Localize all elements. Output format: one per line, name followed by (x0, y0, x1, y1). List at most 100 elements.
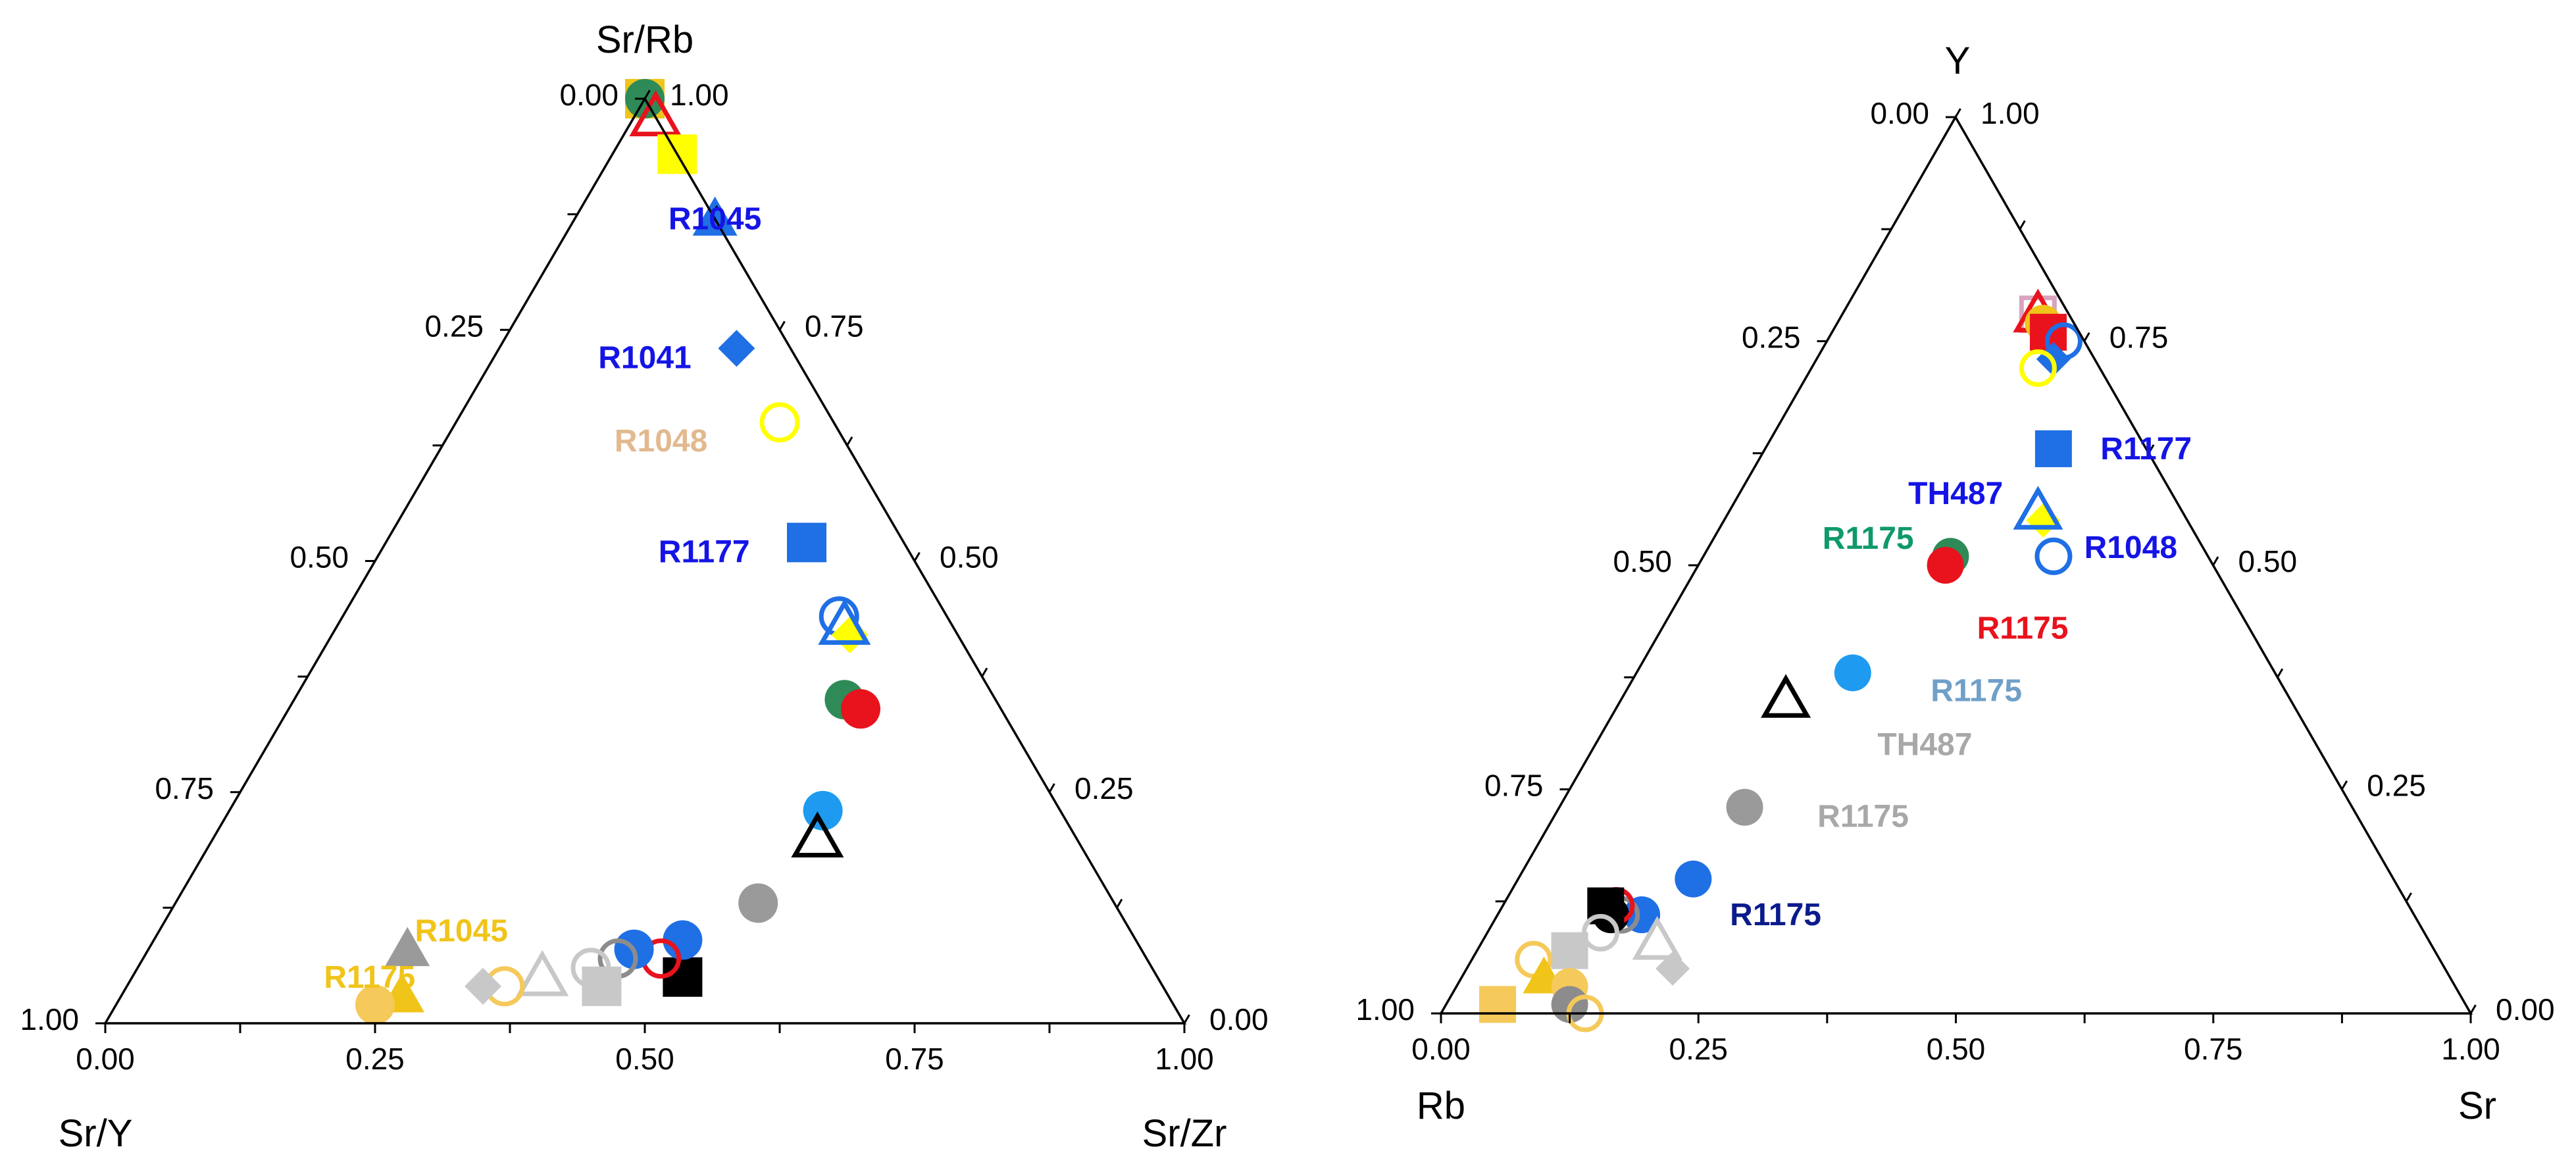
tick-label-left: 0.50 (1613, 544, 1672, 578)
tick-label-bottom: 0.00 (76, 1042, 135, 1076)
sample-label-2: R1048 (615, 424, 707, 459)
tick-label-bottom: 1.00 (1155, 1042, 1214, 1076)
sample-label-0: R1177 (2100, 432, 2192, 467)
ternary-chart-sr-ratios: 0.00 0.25 0.50 0.75 1.00 1.00 0.75 0.50 0.25 0.00… (20, 18, 1268, 1155)
chart-2-left-vertex-label: Rb (1417, 1084, 1465, 1127)
data-point-square-7 (2034, 430, 2072, 467)
data-point-triangle-2 (629, 90, 682, 137)
sample-label-5: R1175 (324, 960, 415, 995)
tick-label-bottom: 0.75 (885, 1042, 944, 1076)
tick-mark-right (913, 551, 921, 562)
tick-label-left: 0.00 (1870, 96, 1929, 130)
tick-label-bottom: 1.00 (2441, 1032, 2500, 1066)
data-point-circle-17 (663, 920, 703, 960)
chart-2-ticks: 0.00 0.25 0.50 0.75 1.00 1.00 0.75 0.50 0.25 0.00… (1355, 96, 2554, 1066)
tick-mark-right (2340, 780, 2348, 790)
data-point-circle-12 (841, 689, 880, 729)
data-point-circle-15 (1726, 788, 1763, 826)
data-point-square-31 (1479, 986, 1517, 1023)
chart-1-triangle-frame (103, 96, 1187, 1025)
chart-1-top-vertex-label: Sr/Rb (596, 18, 694, 61)
data-point-triangle-26 (385, 927, 430, 967)
tick-mark-right (2277, 668, 2284, 678)
data-point-triangle-9 (2013, 486, 2063, 530)
tick-label-right: 0.25 (2367, 769, 2426, 803)
tick-mark-right (1116, 898, 1123, 909)
sample-label-3: R1177 (659, 534, 750, 569)
sample-label-0: R1045 (669, 202, 761, 237)
tick-mark-right (1048, 783, 1055, 793)
sample-label-1: R1041 (598, 340, 691, 375)
sample-label-3: R1048 (2084, 530, 2177, 565)
ternary-chart-y-rb-sr: 0.00 0.25 0.50 0.75 1.00 1.00 0.75 0.50 0.25 0.00… (1355, 39, 2554, 1127)
sample-label-5: R1175 (1931, 674, 2022, 709)
triangle-outline (103, 96, 1187, 1025)
data-point-circle-6 (2019, 349, 2057, 387)
data-point-square-16 (663, 957, 703, 997)
data-point-circle-28 (355, 984, 395, 1025)
tick-label-bottom: 0.50 (615, 1042, 674, 1076)
tick-mark-right (778, 320, 786, 331)
sample-label-4: R1175 (1977, 611, 2069, 646)
tick-label-bottom: 0.25 (1669, 1032, 1728, 1066)
tick-label-bottom: 0.50 (1927, 1032, 1986, 1066)
tick-label-bottom: 0.00 (1411, 1032, 1471, 1066)
data-point-circle-12 (1927, 547, 1964, 584)
chart-2-right-vertex-label: Sr (2458, 1084, 2496, 1127)
tick-label-left: 0.25 (424, 309, 484, 343)
data-point-diamond-5 (718, 330, 755, 367)
tick-label-left: 0.75 (155, 771, 214, 805)
data-point-diamond-24 (1655, 951, 1690, 986)
sample-label-1: TH487 (1908, 476, 2003, 511)
chart-2-top-vertex-label: Y (1945, 39, 1971, 82)
tick-label-bottom: 0.75 (2184, 1032, 2243, 1066)
tick-mark-right (2019, 220, 2026, 230)
tick-label-right: 0.00 (2496, 992, 2555, 1027)
data-point-square-25 (1551, 932, 1588, 969)
tick-label-left: 1.00 (20, 1002, 79, 1036)
data-point-triangle-14 (1761, 674, 1811, 718)
data-point-circle-6 (759, 402, 800, 443)
chart-2-sample-labels: R1177 TH487 R1175 R1048 R1175 R1175 TH487 R1175… (1730, 432, 2192, 932)
sample-label-2: R1175 (1823, 521, 1914, 556)
data-point-diamond-25 (465, 967, 501, 1005)
tick-label-left: 1.00 (1355, 992, 1415, 1027)
tick-mark-right (1183, 1014, 1190, 1024)
tick-label-right: 1.00 (670, 78, 729, 112)
tick-mark-right (711, 205, 719, 215)
tick-label-right: 0.00 (1209, 1002, 1269, 1036)
tick-label-right: 0.50 (2238, 544, 2298, 578)
tick-mark-right (981, 667, 988, 677)
tick-label-left: 0.50 (290, 540, 349, 574)
tick-mark-right (2405, 892, 2412, 902)
sample-label-6: TH487 (1877, 727, 1972, 762)
chart-2-data-points (1479, 288, 2083, 1032)
sample-label-8: R1175 (1730, 898, 1821, 932)
data-point-square-22 (582, 966, 622, 1006)
tick-label-left: 0.75 (1484, 769, 1544, 803)
tick-mark-right (846, 436, 853, 446)
tick-mark-right (644, 89, 651, 99)
chart-1-right-vertex-label: Sr/Zr (1142, 1112, 1227, 1155)
tick-label-bottom: 0.25 (345, 1042, 405, 1076)
tick-mark-right (2083, 332, 2090, 342)
tick-mark-right (1954, 108, 1961, 118)
data-point-circle-13 (1834, 654, 1871, 692)
data-point-circle-10 (2034, 537, 2073, 575)
sample-label-7: R1175 (1817, 799, 1909, 834)
chart-1-left-vertex-label: Sr/Y (59, 1112, 133, 1155)
data-point-triangle-4 (692, 196, 738, 236)
chart-1-ticks: 0.00 0.25 0.50 0.75 1.00 1.00 0.75 0.50 0.25 0.00… (20, 78, 1268, 1076)
tick-label-left: 0.25 (1742, 320, 1801, 355)
tick-label-right: 0.75 (2109, 320, 2169, 355)
sample-label-4: R1045 (415, 914, 507, 949)
tick-mark-right (2212, 556, 2219, 566)
data-point-triangle-23 (516, 950, 569, 996)
tick-mark-right (2148, 444, 2155, 454)
tick-label-left: 0.00 (559, 78, 619, 112)
tick-label-right: 0.25 (1074, 771, 1134, 805)
data-point-circle-15 (738, 883, 778, 923)
data-point-triangle-14 (791, 811, 844, 857)
